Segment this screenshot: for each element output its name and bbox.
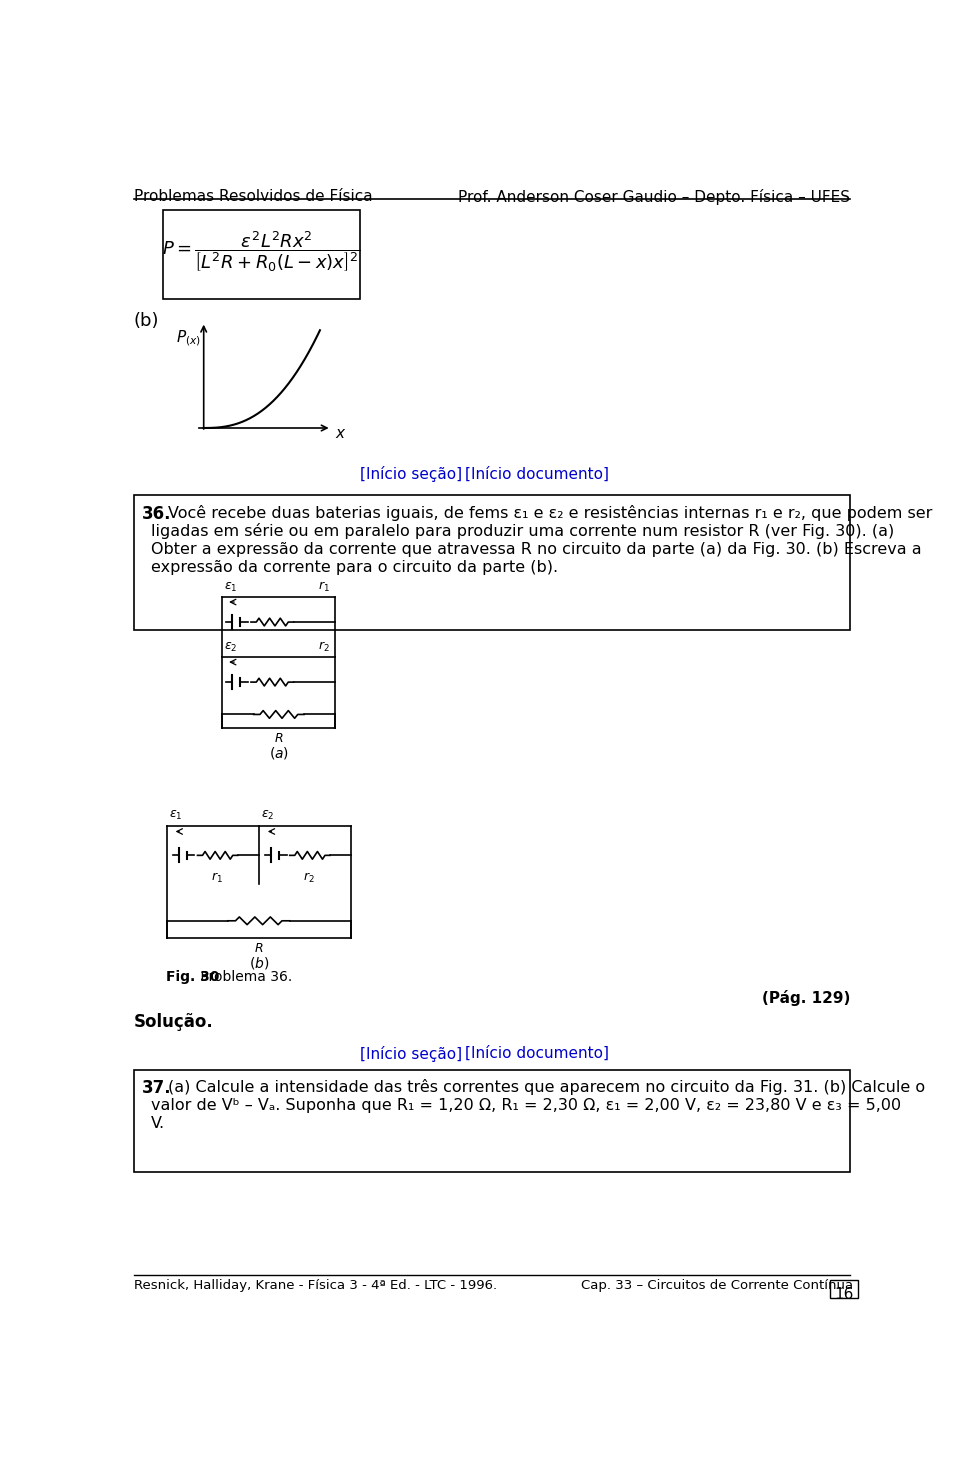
Text: $P = \dfrac{\varepsilon^2 L^2 R x^2}{\left[L^2 R + R_0(L - x)x\right]^2}$: $P = \dfrac{\varepsilon^2 L^2 R x^2}{\le… — [162, 230, 360, 275]
Text: $(a)$: $(a)$ — [269, 746, 289, 762]
Text: 37.: 37. — [142, 1079, 171, 1098]
Text: Problemas Resolvidos de Física: Problemas Resolvidos de Física — [134, 189, 372, 205]
Bar — [134, 496, 850, 630]
Text: Você recebe duas baterias iguais, de fems ε₁ e ε₂ e resistências internas r₁ e r: Você recebe duas baterias iguais, de fem… — [168, 504, 932, 520]
Text: $\varepsilon_2$: $\varepsilon_2$ — [224, 642, 237, 655]
Text: Prof. Anderson Coser Gaudio – Depto. Física – UFES: Prof. Anderson Coser Gaudio – Depto. Fís… — [458, 189, 850, 205]
Text: ligadas em série ou em paralelo para produzir uma corrente num resistor R (ver F: ligadas em série ou em paralelo para pro… — [151, 523, 895, 539]
Bar — [134, 1070, 850, 1173]
Text: $P_{(x)}$: $P_{(x)}$ — [176, 327, 201, 348]
Text: [Início documento]: [Início documento] — [465, 1045, 609, 1061]
Text: $\varepsilon_1$: $\varepsilon_1$ — [169, 808, 182, 822]
Text: Cap. 33 – Circuitos de Corrente Contínua: Cap. 33 – Circuitos de Corrente Contínua — [581, 1279, 853, 1292]
Text: $R$: $R$ — [275, 732, 283, 746]
Text: Obter a expressão da corrente que atravessa R no circuito da parte (a) da Fig. 3: Obter a expressão da corrente que atrave… — [151, 542, 922, 557]
Text: valor de Vᵇ – Vₐ. Suponha que R₁ = 1,20 Ω, R₁ = 2,30 Ω, ε₁ = 2,00 V, ε₂ = 23,80 : valor de Vᵇ – Vₐ. Suponha que R₁ = 1,20 … — [151, 1098, 901, 1113]
Text: 36.: 36. — [142, 504, 171, 523]
Text: (Pág. 129): (Pág. 129) — [761, 990, 850, 1006]
Text: $r_2$: $r_2$ — [319, 640, 330, 655]
Text: $\varepsilon_1$: $\varepsilon_1$ — [224, 582, 237, 595]
Text: $(b)$: $(b)$ — [249, 955, 269, 971]
Text: [Início seção]: [Início seção] — [360, 1045, 463, 1061]
Text: Resnick, Halliday, Krane - Física 3 - 4ª Ed. - LTC - 1996.: Resnick, Halliday, Krane - Física 3 - 4ª… — [134, 1279, 497, 1292]
Text: $\varepsilon_2$: $\varepsilon_2$ — [261, 808, 275, 822]
Text: (a) Calcule a intensidade das três correntes que aparecem no circuito da Fig. 31: (a) Calcule a intensidade das três corre… — [168, 1079, 925, 1095]
Text: V.: V. — [151, 1117, 165, 1132]
Text: Fig. 30: Fig. 30 — [166, 971, 220, 984]
Text: (b): (b) — [134, 313, 159, 330]
Bar — [829, 1279, 858, 1298]
Text: $r_2$: $r_2$ — [303, 871, 315, 885]
Text: expressão da corrente para o circuito da parte (b).: expressão da corrente para o circuito da… — [151, 560, 558, 576]
Text: Problema 36.: Problema 36. — [196, 971, 292, 984]
Text: $R$: $R$ — [254, 943, 263, 955]
Text: $x$: $x$ — [335, 427, 347, 442]
Text: $r_1$: $r_1$ — [319, 580, 330, 595]
Text: Solução.: Solução. — [134, 1013, 214, 1031]
Text: $r_1$: $r_1$ — [211, 871, 223, 885]
Text: [Início documento]: [Início documento] — [465, 466, 609, 481]
Text: [Início seção]: [Início seção] — [360, 466, 463, 482]
Text: 16: 16 — [834, 1288, 853, 1303]
Bar — [162, 211, 360, 298]
